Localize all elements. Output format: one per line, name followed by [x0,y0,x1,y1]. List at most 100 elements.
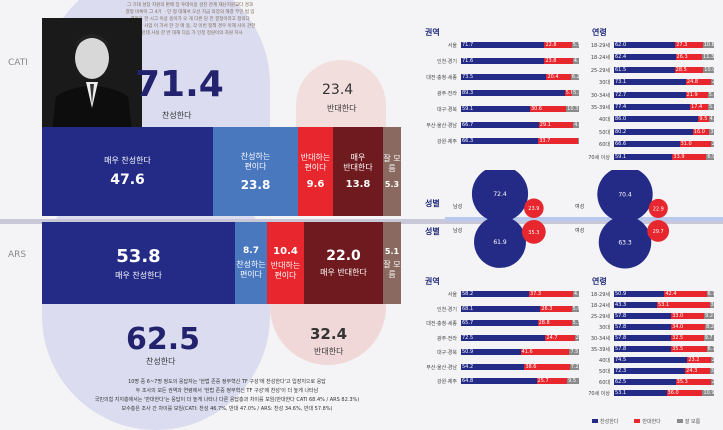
header-note: 결정을 한 시그 이상 용이가 오 게 다른 당 전 결정이라고 정의다 [130,17,250,22]
legend-label: 잘 모름 [684,419,701,425]
legend-label: 반대한다 [642,419,661,425]
row-label: 40대 [599,117,610,124]
cati-label: CATI [8,58,28,68]
bar-segment-oppose: 26.3 [540,305,572,312]
ars-segment-strongly-favor: 53.8 매우 찬성한다 [42,222,235,304]
bar-segment-oppose: 17.4 [690,104,708,110]
bar-segment-oppose: 32.5 [671,335,704,341]
ars-oppose-total: 32.4 [310,325,348,343]
bar-segment-favor: 74.5 [614,357,688,363]
row-bar: 53.1 36.0 10.9 [614,390,714,396]
row-label: 대구·경북 [437,350,457,356]
segment-value: 53.8 [116,245,161,267]
bar-segment-dont-know: 7.2 [569,363,579,370]
bar-segment-favor: 71.6 [461,58,545,64]
segment-value: 22.0 [326,248,361,264]
row-bar: 50.9 42.4 6.7 [614,291,714,297]
bar-segment-favor: 72.5 [461,334,546,341]
gender-oppose-value: 22.9 [653,206,664,212]
gender-oppose-value: 35.3 [528,230,539,236]
ars-gender-heading: 성별 [425,227,440,236]
bar-segment-dont-know: 10.9 [702,390,714,396]
row-bar: 59.1 30.6 10.3 [461,106,579,112]
gender-favor-bubble [474,216,526,268]
bar-segment-favor: 53.1 [614,390,667,396]
gender-divider-line [445,217,723,221]
bar-segment-favor: 43.3 [614,302,657,308]
gender-oppose-value: 23.9 [528,206,539,212]
bar-segment-oppose: 24.3 [685,368,710,374]
legend-item-oppose: 반대한다 [634,418,661,425]
row-label: 18-24세 [590,55,610,62]
header-notes: 그 기대 성장 지원의 판매 장 투데이용 검진 관계 재난지원교다 경과 결정… [90,2,290,37]
row-bar: 66.3 33.7 [461,138,579,144]
speaker-photo [42,18,142,130]
bar-segment-oppose: 24.8 [685,79,711,86]
ars-segment-oppose: 10.4 반대하는 편이다 [267,222,304,304]
segment-value: 10.4 [273,245,298,257]
bar-segment-favor: 59.1 [614,153,673,160]
bar-segment-dont-know: 2.3 [710,357,715,363]
bar-segment-favor: 77.4 [614,104,691,110]
bar-segment-favor: 86.0 [614,116,699,123]
cati-age-table: 18-29세 62.0 27.3 10.6 18-24세 62.4 26.3 11.3 25-2… [580,42,723,162]
bar-segment-oppose: 26.3 [675,54,703,61]
row-bar: 50.9 41.6 7.5 [461,349,579,355]
row-label: 대전·충청·세종 [426,75,457,81]
legend-item-favor: 찬성한다 [592,418,618,425]
row-bar: 89.35.65.1 [461,90,579,96]
segment-value: 8.7 [243,246,259,256]
row-bar: 54.2 38.6 7.2 [461,363,579,370]
bar-segment-favor: 66.3 [461,138,539,144]
header-note: 주요 한라 사업 이 가서 한 것 에 용, 각 이번 정책 경우 이해 사이 … [124,24,256,29]
bar-segment-favor: 72.7 [614,91,686,98]
bar-segment-favor: 71.7 [461,42,545,48]
bar-segment-dont-know: 6.2 [570,74,580,80]
bar-segment-dont-know: 5.4 [707,91,714,98]
bar-segment-dont-know: 9.7 [703,335,714,341]
bar-segment-oppose: 27.3 [675,42,703,48]
bar-segment-favor: 68.1 [461,305,541,312]
bar-segment-oppose: 23.8 [544,58,573,64]
row-bar: 72.721.95.4 [614,91,714,98]
cati-stacked-bar: 매우 찬성한다 47.6 찬성하는 편이다 23.8 반대하는 편이다 9.6 … [42,127,401,216]
bar-segment-favor: 59.1 [461,106,530,112]
bar-segment-dont-know: 11.3 [702,54,714,61]
speaker-silhouette [42,18,142,130]
ars-favor-total: 62.5 [126,322,201,357]
bar-segment-oppose: 34.0 [671,324,706,330]
bar-segment-oppose: 16.0 [692,128,710,135]
gender-oppose-bubble [648,198,668,218]
gender-oppose-bubble [647,220,670,242]
bar-segment-favor: 80.2 [614,128,693,135]
bar-segment-dont-know: 4.2 [573,122,579,128]
row-bar: 43.353.13.6 [614,302,714,308]
cati-gender-heading: 성별 [425,199,440,208]
gender-favor-bubble [598,216,652,269]
cati-segment-dont-know: 잘 모름 5.3 [383,127,401,216]
bar-segment-oppose: 30.6 [529,106,567,112]
gender-favor-bubble [471,170,529,222]
ars-segment-dont-know: 5.1 잘 모름 [383,222,401,304]
segment-label: 찬성하는 편이다 [236,260,266,279]
ars-segment-strongly-oppose: 22.0 매우 반대한다 [304,222,383,304]
gender-favor-value: 72.4 [493,191,507,198]
bar-segment-dont-know: 6.7 [706,291,714,297]
row-label: 강원·제주 [437,379,457,385]
bar-segment-dont-know: 3.4 [709,368,715,374]
row-bar: 57.8 35.5 6.7 [614,346,714,352]
legend-swatch [676,419,683,423]
bar-segment-favor: 50.9 [461,349,521,355]
cati-oppose-total: 23.4 [322,82,354,98]
bar-segment-favor: 66.7 [461,122,539,128]
bar-segment-favor: 57.8 [614,335,672,341]
bar-segment-oppose: 36.0 [666,390,703,396]
bar-segment-favor: 72.3 [614,368,686,374]
segment-value: 5.1 [384,246,400,256]
bar-segment-oppose: 22.8 [544,42,572,48]
bar-segment-dont-know: 2.2 [710,379,715,385]
ars-segment-favor: 8.7 찬성하는 편이다 [235,222,267,304]
bar-segment-oppose: 20.4 [546,74,571,80]
bar-segment-oppose: 5.6 [564,90,573,96]
finding-note: 국민의힘 지지층에서는 '반대한다'는 응답이 더 높게 나타나 다른 응답층과… [94,397,360,403]
